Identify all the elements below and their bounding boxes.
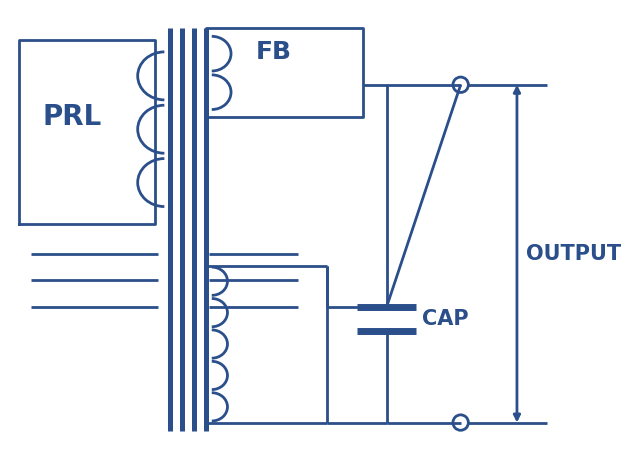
Text: PRL: PRL <box>43 104 102 131</box>
Text: FB: FB <box>256 40 292 64</box>
Text: CAP: CAP <box>422 309 469 329</box>
Text: OUTPUT: OUTPUT <box>526 244 621 264</box>
